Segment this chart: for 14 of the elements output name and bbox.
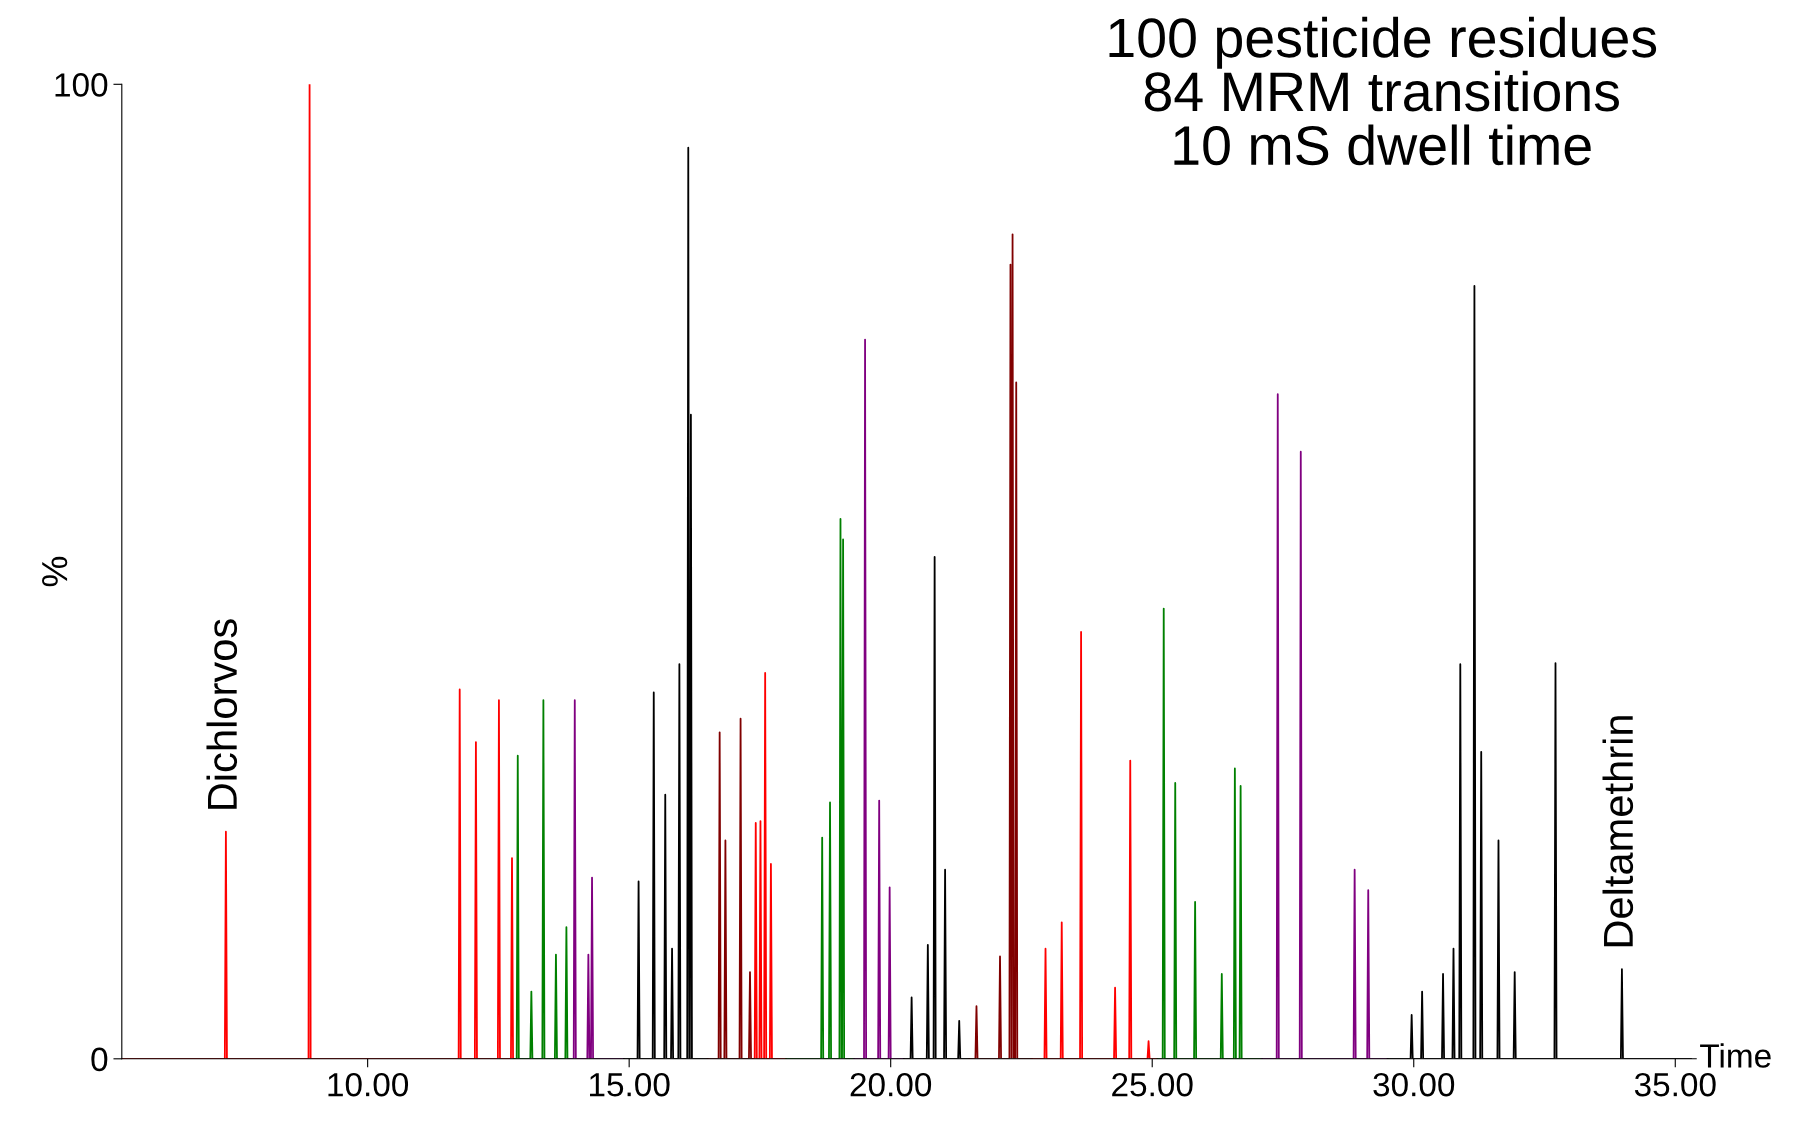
annotation: Dichlorvos <box>206 619 238 809</box>
x-tick-label: 10.00 <box>328 1072 409 1097</box>
y-tick-label: 100 <box>55 73 108 97</box>
annotation: Deltamethrin <box>1602 716 1634 947</box>
x-tick-label: 25.00 <box>1112 1072 1193 1097</box>
line-series <box>513 699 570 1059</box>
x-tick-label: 30.00 <box>1373 1072 1455 1097</box>
x-axis-title: Time <box>1700 1043 1771 1068</box>
y-tick-label: 0 <box>91 1047 108 1072</box>
chart-title: 100 pesticide residues 84 MRM transitions 10 mS dwell time <box>1109 16 1657 166</box>
x-tick-label: 20.00 <box>850 1072 932 1097</box>
x-tick-label: 35.00 <box>1634 1072 1716 1097</box>
x-tick-label: 15.00 <box>590 1072 670 1097</box>
y-axis-title: % <box>42 556 68 587</box>
